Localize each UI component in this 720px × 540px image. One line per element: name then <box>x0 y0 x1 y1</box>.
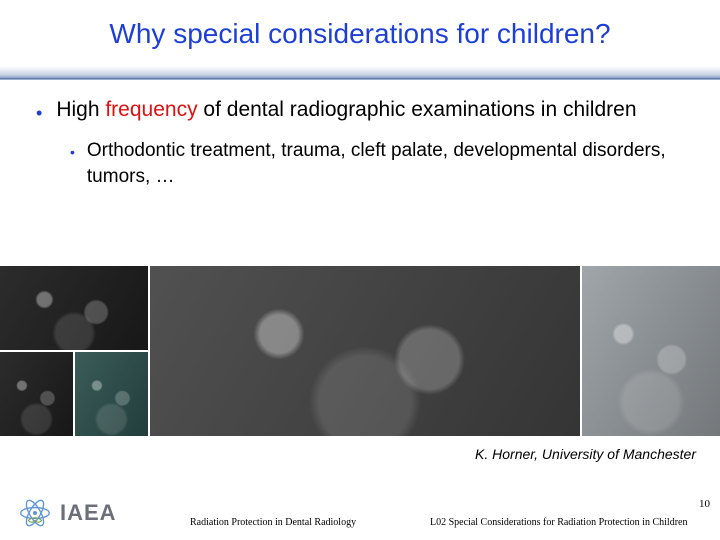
slide-title: Why special considerations for children? <box>0 18 720 50</box>
image-panoramic <box>150 266 580 436</box>
image-credit: K. Horner, University of Manchester <box>475 446 696 462</box>
footer: IAEA Radiation Protection in Dental Radi… <box>0 488 720 540</box>
image-col-left-bottom <box>0 352 148 436</box>
bullet-l1-highlight: frequency <box>105 98 197 121</box>
bullet-dot-icon: • <box>70 138 75 165</box>
bullet-l1-text: High frequency of dental radiographic ex… <box>56 96 636 124</box>
image-3d-render <box>75 352 148 436</box>
slide: Why special considerations for children?… <box>0 0 720 540</box>
title-band: Why special considerations for children? <box>0 18 720 50</box>
bullet-level2: • Orthodontic treatment, trauma, cleft p… <box>70 138 684 189</box>
iaea-logo: IAEA <box>18 496 117 530</box>
footer-right-text: L02 Special Considerations for Radiation… <box>430 517 687 528</box>
body-content: • High frequency of dental radiographic … <box>36 96 684 189</box>
image-row <box>0 266 720 436</box>
image-cephalogram <box>582 266 720 436</box>
bullet-l1-post: of dental radiographic examinations in c… <box>198 98 637 121</box>
image-ct-palate <box>0 352 73 436</box>
bullet-dot-icon: • <box>36 96 42 128</box>
page-number: 10 <box>699 498 710 510</box>
bullet-l2-text: Orthodontic treatment, trauma, cleft pal… <box>87 138 684 189</box>
image-ct-axial <box>0 266 148 350</box>
bullet-level1: • High frequency of dental radiographic … <box>36 96 684 128</box>
title-underline <box>0 66 720 80</box>
image-col-left <box>0 266 148 436</box>
footer-center-text: Radiation Protection in Dental Radiology <box>190 517 356 528</box>
atom-icon <box>18 496 52 530</box>
bullet-l1-pre: High <box>56 98 105 121</box>
iaea-logo-text: IAEA <box>60 500 117 526</box>
